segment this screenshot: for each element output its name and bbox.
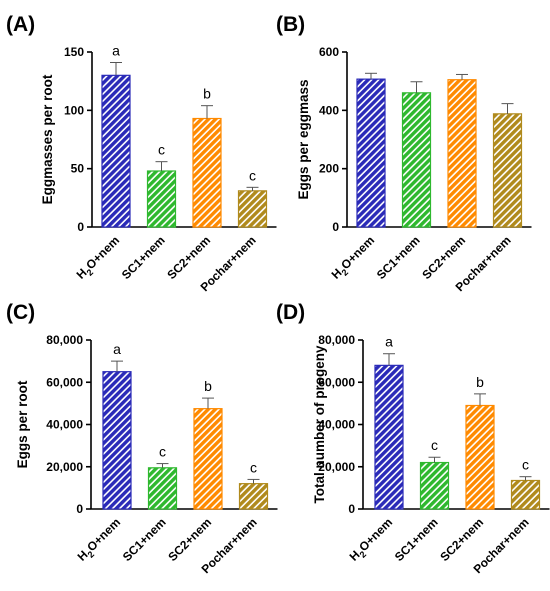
significance-letter: b [204, 378, 212, 394]
y-tick-label: 40,000 [46, 418, 83, 432]
y-axis-label: Eggs per eggmass [296, 79, 311, 199]
x-tick-label: H2O+nem [74, 233, 125, 284]
panel-label: (D) [276, 301, 305, 324]
panel-c: (C) 0 20,000 40,000 60,000 80,000 Eggs per roo… [6, 301, 278, 576]
significance-letter: c [250, 459, 257, 475]
x-tick-label: SC1+nem [119, 233, 168, 282]
bar-pochar-nem [494, 114, 522, 227]
panel-label: (C) [6, 301, 35, 324]
bar-h2o-nem [103, 372, 131, 509]
bar-sc1-nem [403, 93, 431, 227]
panel-label: (B) [276, 13, 305, 36]
bar-h2o-nem [375, 365, 403, 509]
x-tick-label: SC1+nem [392, 515, 441, 564]
y-tick-label: 100 [64, 103, 84, 117]
panel-b: (B) 0 200 400 600 Eggs per eggmass H2O+nemSC1+… [276, 13, 532, 294]
y-tick-label: 200 [319, 162, 339, 176]
y-axis-label: Eggs per root [15, 380, 30, 468]
x-tick-label: SC1+nem [374, 233, 423, 282]
x-tick-label: H2O+nem [347, 515, 398, 566]
significance-letter: c [159, 444, 166, 460]
significance-letter: c [522, 457, 529, 473]
x-tick-label: H2O+nem [329, 233, 380, 284]
significance-letter: b [203, 86, 211, 102]
bar-h2o-nem [102, 75, 130, 227]
bar-sc1-nem [421, 463, 449, 509]
y-tick-label: 60,000 [46, 375, 83, 389]
x-tick-label: SC2+nem [164, 233, 213, 282]
bar-sc1-nem [148, 171, 176, 227]
significance-letter: a [385, 334, 393, 350]
bar-sc2-nem [193, 119, 221, 228]
bar-sc2-nem [194, 409, 222, 509]
y-tick-label: 0 [77, 220, 84, 234]
significance-letter: c [158, 142, 165, 158]
y-tick-label: 600 [319, 45, 339, 59]
x-tick-label: SC2+nem [165, 515, 214, 564]
panel-a: (A) 0 50 100 150 Eggmasses per root a H2O+nem c S… [6, 13, 277, 294]
significance-letter: b [476, 374, 484, 390]
significance-letter: a [113, 341, 121, 357]
y-axis-label: Total number of progeny [312, 345, 327, 503]
bar-pochar-nem [239, 191, 267, 227]
y-tick-label: 80,000 [318, 333, 355, 347]
bar-pochar-nem [512, 480, 540, 509]
y-tick-label: 0 [76, 502, 83, 516]
panel-label: (A) [6, 13, 35, 36]
bar-sc2-nem [466, 405, 494, 509]
y-tick-label: 400 [319, 103, 339, 117]
significance-letter: c [431, 437, 438, 453]
y-tick-label: 0 [332, 220, 339, 234]
significance-letter: c [249, 167, 256, 183]
x-tick-label: SC1+nem [120, 515, 169, 564]
x-tick-label: H2O+nem [75, 515, 126, 566]
significance-letter: a [112, 43, 120, 59]
y-tick-label: 20,000 [46, 460, 83, 474]
bar-pochar-nem [240, 484, 268, 509]
x-tick-label: SC2+nem [437, 515, 486, 564]
bar-sc1-nem [149, 468, 177, 509]
bar-h2o-nem [357, 79, 385, 227]
y-tick-label: 150 [64, 45, 84, 59]
bar-sc2-nem [448, 80, 476, 227]
y-tick-label: 80,000 [46, 333, 83, 347]
x-tick-label: SC2+nem [419, 233, 468, 282]
y-tick-label: 0 [348, 502, 355, 516]
y-axis-label: Eggmasses per root [40, 74, 55, 204]
y-tick-label: 50 [71, 162, 85, 176]
